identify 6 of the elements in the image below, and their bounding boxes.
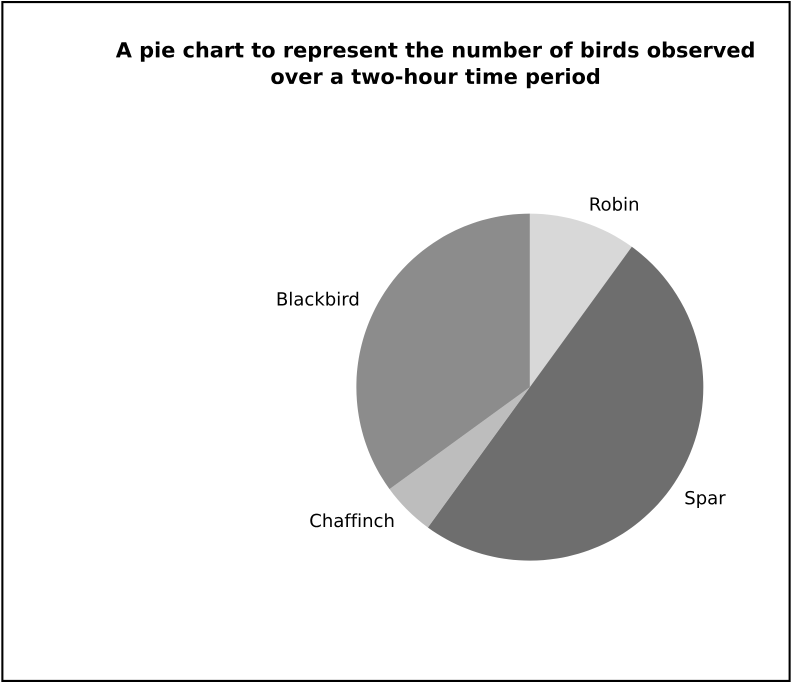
pie-slice	[530, 214, 632, 388]
slice-label: Robin	[590, 196, 638, 211]
slice-label: Spar	[685, 490, 726, 508]
chart-title: A pie chart to represent the number of birds observed over a two-hour time period	[116, 42, 754, 88]
slice-label: Blackbird	[278, 292, 358, 306]
slice-label: Chaffinch	[310, 513, 394, 528]
